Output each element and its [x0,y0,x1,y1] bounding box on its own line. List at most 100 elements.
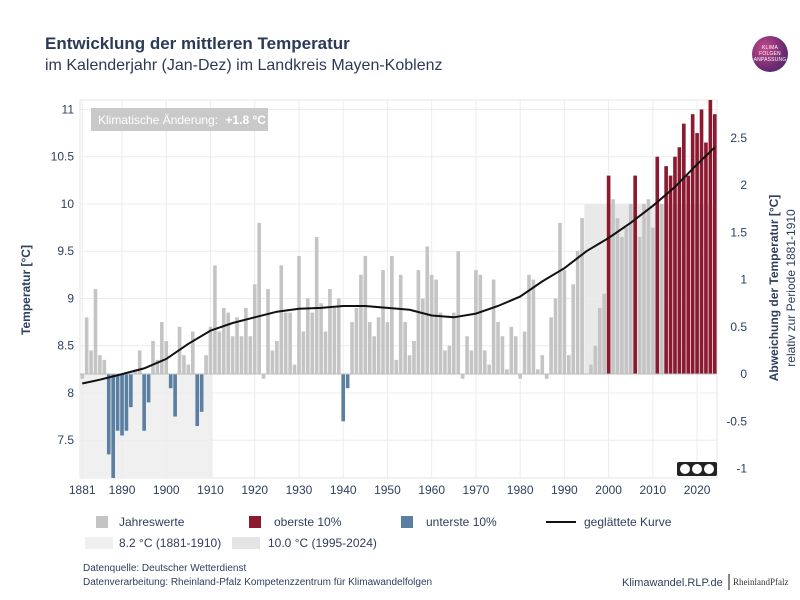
legend-swatch-bottom [401,516,413,528]
bar-2004 [624,227,629,375]
y-tick-label: 8.5 [57,339,74,353]
bar-2011 [655,156,660,375]
bar-1991 [566,355,571,375]
svg-text:Klimatische Änderung: +1: Klimatische Änderung: +1.8 °C [98,113,266,127]
footer-site-link[interactable]: Klimawandel.RLP.de [622,577,723,589]
y2-tick-label: 1.5 [730,225,747,239]
bar-1905 [186,364,191,375]
bar-2018 [686,175,691,375]
bar-1959 [425,246,430,375]
bar-1967 [460,374,465,379]
chart-title: Entwicklung der mittleren Temperatur [45,34,350,53]
rlp-shield-icon [728,574,730,590]
y-tick-label: 10.5 [51,150,75,164]
x-tick-label: 2010 [640,483,667,497]
bar-1906 [190,331,195,375]
footer-source: Datenquelle: Deutscher Wetterdienst [83,563,247,574]
bar-1945 [363,255,368,375]
bar-1924 [270,350,275,375]
bar-1977 [505,369,509,375]
bar-1996 [589,364,593,375]
bar-2014 [668,175,673,375]
y2-tick-label: 0.5 [730,320,747,334]
bar-1978 [509,326,514,375]
bar-1933 [310,312,315,375]
bar-1970 [474,270,478,375]
y-tick-label: 10 [61,197,75,211]
bar-1939 [336,298,341,375]
bar-2001 [611,199,615,375]
bar-1885 [98,355,102,375]
bar-1889 [115,374,120,431]
bar-2016 [677,147,682,375]
bar-2022 [704,142,708,375]
bar-1957 [416,270,421,375]
bar-1931 [301,331,306,375]
bar-2023 [708,100,713,375]
legend-label-unterste: unterste 10% [426,515,497,529]
bar-1917 [239,336,244,375]
rlp-logo[interactable]: RheinlandPfalz [728,572,789,592]
bar-2024 [712,114,717,375]
x-tick-label: 1920 [241,483,268,497]
x-tick-label: 1950 [374,483,401,497]
chart-subtitle: im Kalenderjahr (Jan-Dez) im Landkreis M… [45,57,443,74]
change-annotation: Klimatische Änderung: +1.8 °C [91,108,268,131]
bar-2002 [615,218,620,375]
bar-2009 [646,199,651,375]
annual-bars [80,100,717,478]
x-tick-label: 1980 [507,483,534,497]
bar-1881 [80,374,85,379]
bar-1976 [500,336,505,375]
bar-1898 [155,359,160,375]
bar-1961 [434,279,438,375]
y2-tick-label: -1 [736,462,747,476]
bar-1942 [350,322,354,375]
logo-line-3: ANPASSUNG [753,57,787,63]
bar-1899 [160,322,164,375]
bar-1982 [527,274,531,375]
bar-1914 [226,312,231,375]
bar-1971 [478,274,483,375]
bar-1999 [602,293,607,375]
bar-1938 [332,307,337,375]
bar-1927 [283,312,288,375]
legend-swatch-ref2 [232,537,260,549]
bar-1888 [111,374,115,478]
bar-1908 [199,374,204,412]
bar-1956 [412,340,416,375]
y-tick-label: 7.5 [57,433,74,447]
bar-1894 [137,350,142,375]
bar-1919 [248,336,253,375]
bar-1994 [580,218,584,375]
bar-1902 [173,374,177,417]
klimafolgen-logo-icon[interactable]: KLIMA FOLGEN ANPASSUNG [752,36,788,72]
y2-tick-label: 2.5 [730,131,747,145]
x-tick-label: 1890 [109,483,136,497]
bar-1890 [120,374,124,436]
bar-1936 [323,331,328,375]
y-tick-label: 9 [67,291,74,305]
bar-1993 [575,251,580,375]
legend-swatch-curve [546,521,576,523]
bar-2010 [651,227,655,375]
y2-tick-label: -0.5 [726,414,747,428]
bar-1985 [540,355,545,375]
cc-license-icon[interactable] [677,462,717,476]
bar-1891 [124,374,129,431]
bar-2015 [673,156,677,375]
bar-1895 [142,374,146,431]
bar-1969 [469,350,474,375]
bar-1920 [252,284,257,375]
bar-1922 [261,374,266,379]
bar-1953 [398,274,403,375]
y2-axis-sublabel: relativ zur Periode 1881-1910 [784,209,798,367]
x-tick-label: 2020 [684,483,711,497]
bar-1958 [421,298,425,375]
bar-2017 [682,123,686,375]
bar-2020 [695,133,699,375]
annotation-value: +1.8 °C [225,113,266,127]
bar-1986 [544,374,549,379]
bar-1883 [89,350,93,375]
